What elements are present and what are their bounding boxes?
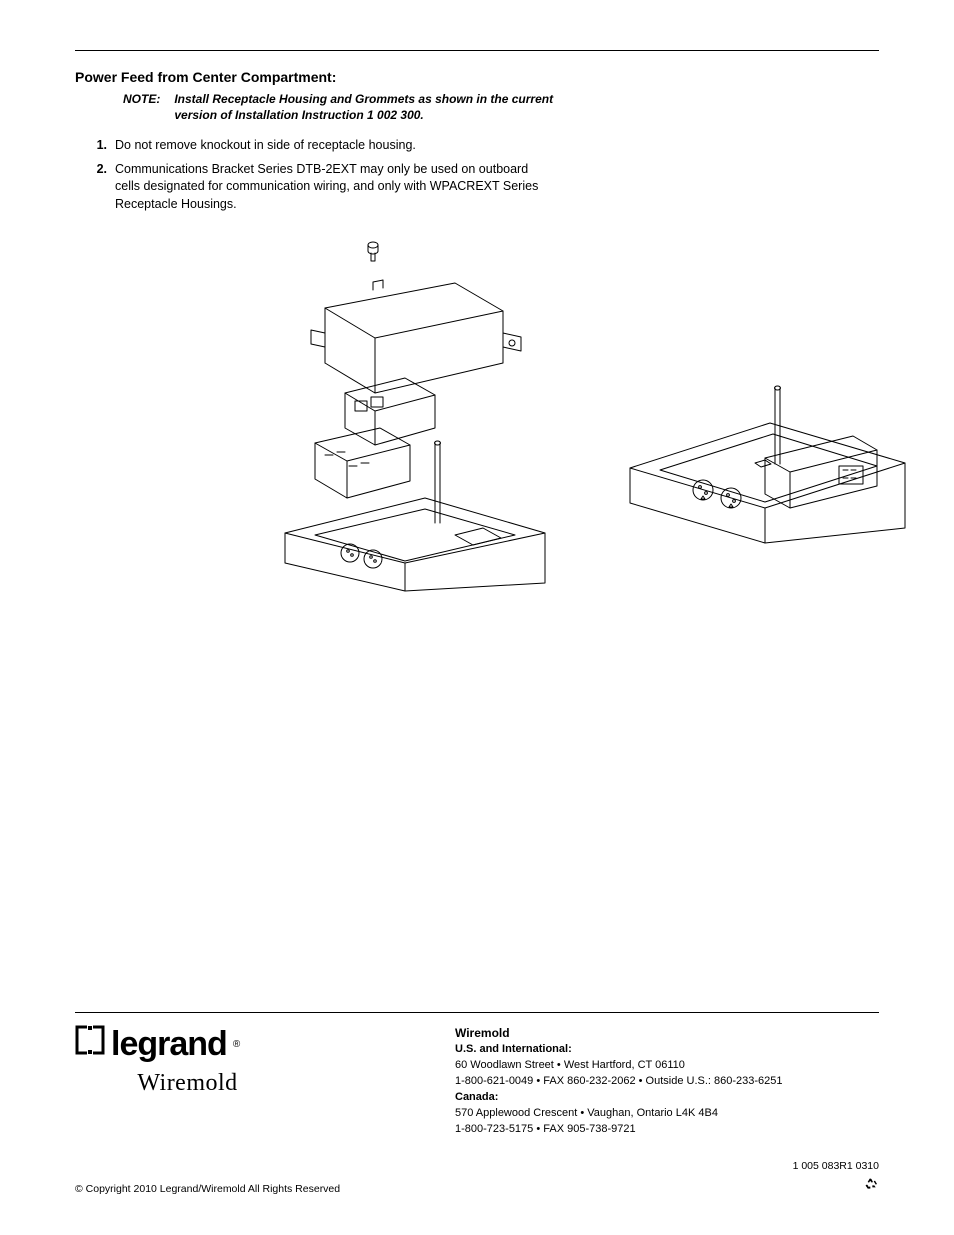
legrand-wordmark: legrand <box>111 1025 227 1064</box>
top-horizontal-rule <box>75 50 879 51</box>
diagram-assembled-view <box>615 323 915 593</box>
diagram-exploded-view <box>255 233 565 593</box>
contact-brand: Wiremold <box>455 1025 783 1042</box>
step-number: 2. <box>85 161 107 214</box>
section-heading: Power Feed from Center Compartment: <box>75 69 879 85</box>
contact-us-label: U.S. and International: <box>455 1042 783 1058</box>
footer-horizontal-rule <box>75 1012 879 1013</box>
note-label: NOTE: <box>123 91 171 107</box>
instruction-item: 1. Do not remove knockout in side of rec… <box>85 137 879 155</box>
contact-ca-label: Canada: <box>455 1090 783 1106</box>
page-footer: legrand ® Wiremold Wiremold U.S. and Inte… <box>75 1012 879 1195</box>
legrand-mark-icon <box>75 1025 105 1064</box>
contact-column: Wiremold U.S. and International: 60 Wood… <box>455 1025 783 1138</box>
step-text: Communications Bracket Series DTB-2EXT m… <box>115 161 545 214</box>
instruction-list: 1. Do not remove knockout in side of rec… <box>85 137 879 213</box>
assembled-assembly-svg <box>615 368 915 548</box>
note-block: NOTE: Install Receptacle Housing and Gro… <box>123 91 879 123</box>
instruction-item: 2. Communications Bracket Series DTB-2EX… <box>85 161 879 214</box>
document-number: 1 005 083R1 0310 <box>793 1160 879 1172</box>
footer-bottom-row: © Copyright 2010 Legrand/Wiremold All Ri… <box>75 1160 879 1195</box>
step-text: Do not remove knockout in side of recept… <box>115 137 416 155</box>
contact-ca-address: 570 Applewood Crescent • Vaughan, Ontari… <box>455 1106 783 1122</box>
registered-mark: ® <box>233 1039 239 1050</box>
diagram-row <box>75 233 879 593</box>
copyright-text: © Copyright 2010 Legrand/Wiremold All Ri… <box>75 1183 340 1195</box>
contact-us-address: 60 Woodlawn Street • West Hartford, CT 0… <box>455 1058 783 1074</box>
recycle-icon <box>863 1176 879 1195</box>
contact-ca-phone: 1-800-723-5175 • FAX 905-738-9721 <box>455 1122 783 1138</box>
logo-column: legrand ® Wiremold <box>75 1025 395 1138</box>
wiremold-sub-brand: Wiremold <box>75 1070 300 1097</box>
step-number: 1. <box>85 137 107 155</box>
contact-us-phone: 1-800-621-0049 • FAX 860-232-2062 • Outs… <box>455 1074 783 1090</box>
note-text: Install Receptacle Housing and Grommets … <box>174 91 554 123</box>
exploded-assembly-svg <box>255 233 565 593</box>
legrand-logo: legrand ® <box>75 1025 395 1064</box>
